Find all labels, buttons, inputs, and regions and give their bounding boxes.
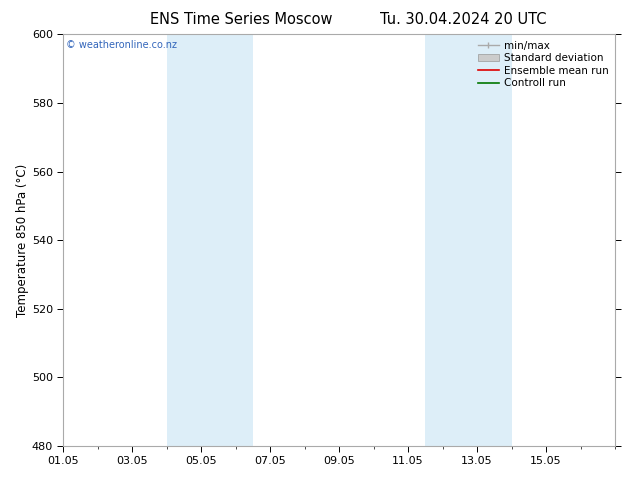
Bar xyxy=(167,34,253,446)
Text: Tu. 30.04.2024 20 UTC: Tu. 30.04.2024 20 UTC xyxy=(380,12,546,27)
Bar xyxy=(425,34,512,446)
Legend: min/max, Standard deviation, Ensemble mean run, Controll run: min/max, Standard deviation, Ensemble me… xyxy=(474,36,613,93)
Y-axis label: Temperature 850 hPa (°C): Temperature 850 hPa (°C) xyxy=(16,164,29,317)
Text: © weatheronline.co.nz: © weatheronline.co.nz xyxy=(66,41,177,50)
Text: ENS Time Series Moscow: ENS Time Series Moscow xyxy=(150,12,332,27)
